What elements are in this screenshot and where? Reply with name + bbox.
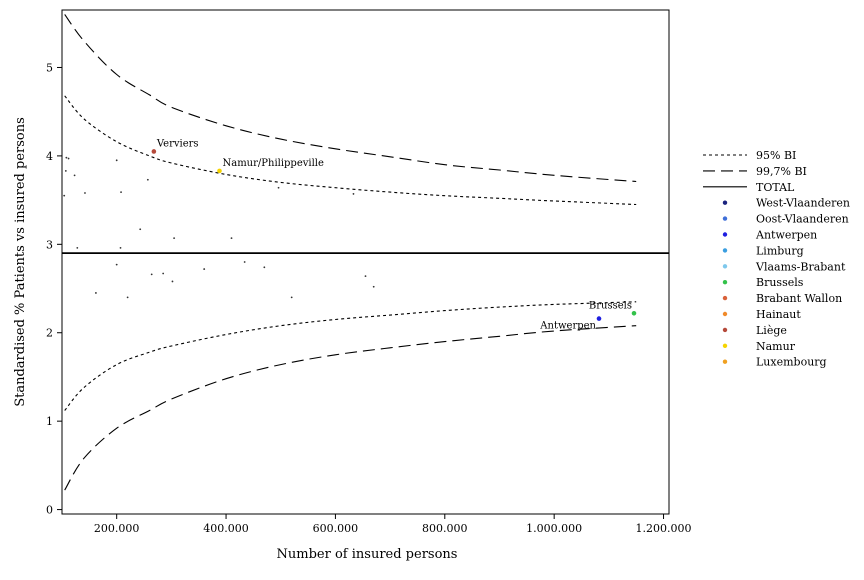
legend-label: Oost-Vlaanderen: [756, 213, 849, 226]
data-point: [146, 178, 149, 181]
y-tick-label: 3: [46, 238, 53, 251]
legend-label: 95% BI: [756, 149, 796, 162]
x-tick-label: 800.000: [422, 522, 468, 535]
y-axis-title: Standardised % Patients vs insured perso…: [13, 117, 28, 407]
highlighted-point: [631, 310, 637, 316]
data-point: [115, 263, 118, 266]
data-point: [120, 191, 122, 194]
legend-label: Brussels: [756, 276, 804, 289]
data-point: [171, 280, 174, 283]
data-point: [63, 194, 66, 197]
legend-marker-swatch: [722, 280, 728, 285]
x-axis-title: Number of insured persons: [277, 547, 458, 562]
data-point: [64, 170, 67, 172]
legend: 95% BI 99,7% BI TOTAL West-Vlaanderen Oost-V…: [703, 149, 850, 369]
data-point: [150, 273, 153, 276]
data-point: [352, 193, 355, 195]
point-label: Antwerpen: [539, 321, 596, 332]
legend-marker-swatch: [722, 295, 728, 301]
legend-marker-swatch: [722, 216, 728, 221]
legend-label: Luxembourg: [756, 356, 827, 369]
data-points: Verviers Namur/Philippeville Antwerpen Brus…: [63, 138, 637, 332]
data-point: [126, 296, 129, 299]
confidence-curves: [64, 14, 637, 491]
data-point: [290, 296, 293, 299]
legend-label: Hainaut: [756, 308, 801, 321]
legend-label: 99,7% BI: [756, 165, 807, 178]
data-point: [115, 159, 118, 162]
x-axis: 200.000 400.000 600.000 800.000 1.000.000 1.2…: [94, 514, 692, 535]
point-label: Verviers: [156, 138, 199, 149]
legend-marker-swatch: [722, 248, 728, 253]
legend-marker-swatch: [722, 200, 728, 205]
ci-curve-1: [64, 301, 637, 411]
data-point: [243, 261, 246, 263]
legend-label: Vlaams-Brabant: [755, 260, 846, 273]
legend-label: TOTAL: [756, 181, 795, 194]
y-tick-label: 2: [46, 327, 53, 340]
data-point: [95, 292, 97, 294]
data-point: [372, 285, 375, 288]
legend-label: West-Vlaanderen: [756, 197, 850, 210]
ci-curve-0: [64, 95, 637, 206]
y-axis: 0 1 2 3 4 5: [46, 61, 62, 517]
legend-marker-swatch: [722, 327, 728, 333]
y-tick-label: 5: [46, 61, 53, 74]
data-point: [263, 266, 266, 269]
data-point: [230, 237, 233, 240]
plot-frame: [61, 9, 670, 515]
data-point: [139, 228, 142, 231]
data-point: [364, 275, 367, 278]
data-point: [203, 268, 206, 270]
legend-label: Namur: [756, 340, 796, 353]
data-point: [67, 157, 70, 160]
x-tick-label: 200.000: [94, 522, 140, 535]
legend-marker-swatch: [722, 232, 728, 237]
highlighted-point: [596, 316, 602, 321]
highlighted-point: [151, 149, 157, 154]
y-tick-label: 0: [46, 504, 53, 517]
data-point: [65, 156, 68, 159]
data-point: [173, 237, 176, 240]
legend-label: Antwerpen: [755, 229, 817, 242]
data-point: [119, 246, 122, 249]
legend-marker-swatch: [722, 311, 728, 317]
data-point: [162, 272, 165, 275]
legend-label: Brabant Wallon: [756, 292, 842, 305]
legend-marker-swatch: [722, 359, 728, 364]
data-point: [76, 246, 79, 249]
x-tick-label: 1.000.000: [526, 522, 582, 535]
point-label: Brussels: [589, 300, 632, 311]
legend-marker-swatch: [722, 343, 728, 348]
legend-marker-swatch: [722, 264, 728, 269]
legend-label: Limburg: [756, 244, 804, 257]
x-tick-label: 1.200.000: [636, 522, 692, 535]
highlighted-point: [217, 168, 222, 174]
y-tick-label: 1: [46, 415, 53, 428]
x-tick-label: 400.000: [203, 522, 249, 535]
data-point: [73, 174, 76, 177]
y-tick-label: 4: [46, 150, 53, 163]
x-tick-label: 600.000: [313, 522, 359, 535]
ci-curve-2: [64, 14, 637, 183]
ci-curve-3: [64, 325, 637, 491]
legend-label: Liège: [756, 324, 787, 337]
data-point: [277, 186, 280, 189]
data-point: [84, 192, 86, 194]
point-label: Namur/Philippeville: [222, 158, 324, 169]
